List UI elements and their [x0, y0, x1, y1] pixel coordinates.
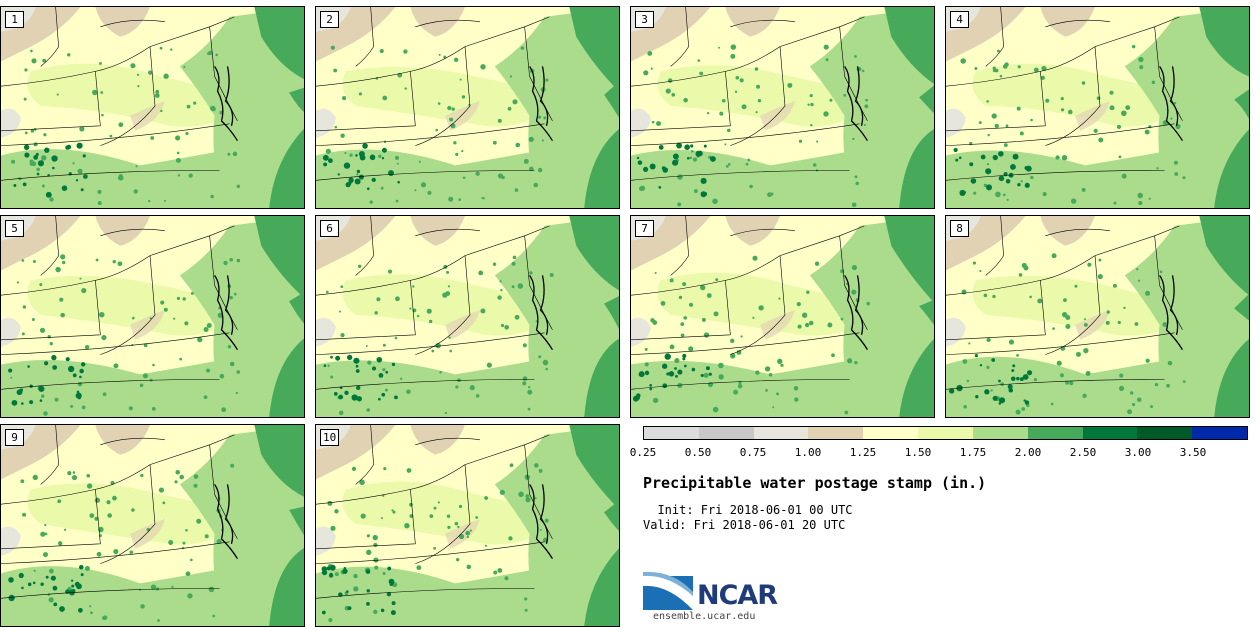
stamp-panel: 1 — [0, 6, 305, 209]
logo-wordmark: NCAR — [697, 580, 778, 611]
colorbar-segment — [972, 427, 1028, 439]
stamp-panel: 10 — [315, 424, 620, 627]
colorbar-tick-label: 3.00 — [1124, 446, 1152, 459]
stamp-number: 6 — [320, 220, 339, 237]
colorbar-tick-label: 2.50 — [1069, 446, 1097, 459]
colorbar-segment — [1137, 427, 1193, 439]
stamp-panel: 7 — [630, 215, 935, 418]
stamp-panel: 3 — [630, 6, 935, 209]
colorbar-segment — [1192, 427, 1247, 439]
colorbar-tick-label: 1.50 — [904, 446, 932, 459]
valid-time: Valid: Fri 2018-06-01 20 UTC — [643, 518, 846, 532]
colorbar-tick-label: 0.50 — [684, 446, 712, 459]
stamp-panel: 5 — [0, 215, 305, 418]
stamp-number: 4 — [950, 11, 969, 28]
chart-title: Precipitable water postage stamp (in.) — [643, 474, 987, 492]
stamp-number: 3 — [635, 11, 654, 28]
colorbar-segment — [918, 427, 973, 439]
stamp-number: 2 — [320, 11, 339, 28]
ncar-logo-icon — [643, 571, 693, 610]
colorbar-tick-label: 1.25 — [849, 446, 877, 459]
colorbar-tick-label: 1.75 — [959, 446, 987, 459]
init-time: Init: Fri 2018-06-01 00 UTC — [643, 503, 853, 517]
colorbar — [643, 426, 1248, 440]
colorbar-tick-label: 1.00 — [794, 446, 822, 459]
stamp-panel: 9 — [0, 424, 305, 627]
logo-url: ensemble.ucar.edu — [653, 611, 756, 622]
colorbar-segment — [863, 427, 919, 439]
stamp-number: 7 — [635, 220, 654, 237]
stamp-number: 9 — [5, 429, 24, 446]
colorbar-segment — [1082, 427, 1138, 439]
colorbar-segment — [698, 427, 754, 439]
colorbar-segment — [808, 427, 864, 439]
stamp-panel: 8 — [945, 215, 1250, 418]
colorbar-tick-label: 3.50 — [1179, 446, 1207, 459]
stamp-number: 10 — [320, 429, 340, 446]
stamp-number: 5 — [5, 220, 24, 237]
stamp-number: 1 — [5, 11, 24, 28]
stamp-panel: 2 — [315, 6, 620, 209]
colorbar-tick-label: 2.00 — [1014, 446, 1042, 459]
colorbar-tick-label: 0.25 — [629, 446, 657, 459]
colorbar-tick-label: 0.75 — [739, 446, 767, 459]
colorbar-segment — [1027, 427, 1083, 439]
stamp-number: 8 — [950, 220, 969, 237]
colorbar-segment — [753, 427, 809, 439]
colorbar-segment — [644, 427, 699, 439]
stamp-panel: 6 — [315, 215, 620, 418]
stamp-panel: 4 — [945, 6, 1250, 209]
